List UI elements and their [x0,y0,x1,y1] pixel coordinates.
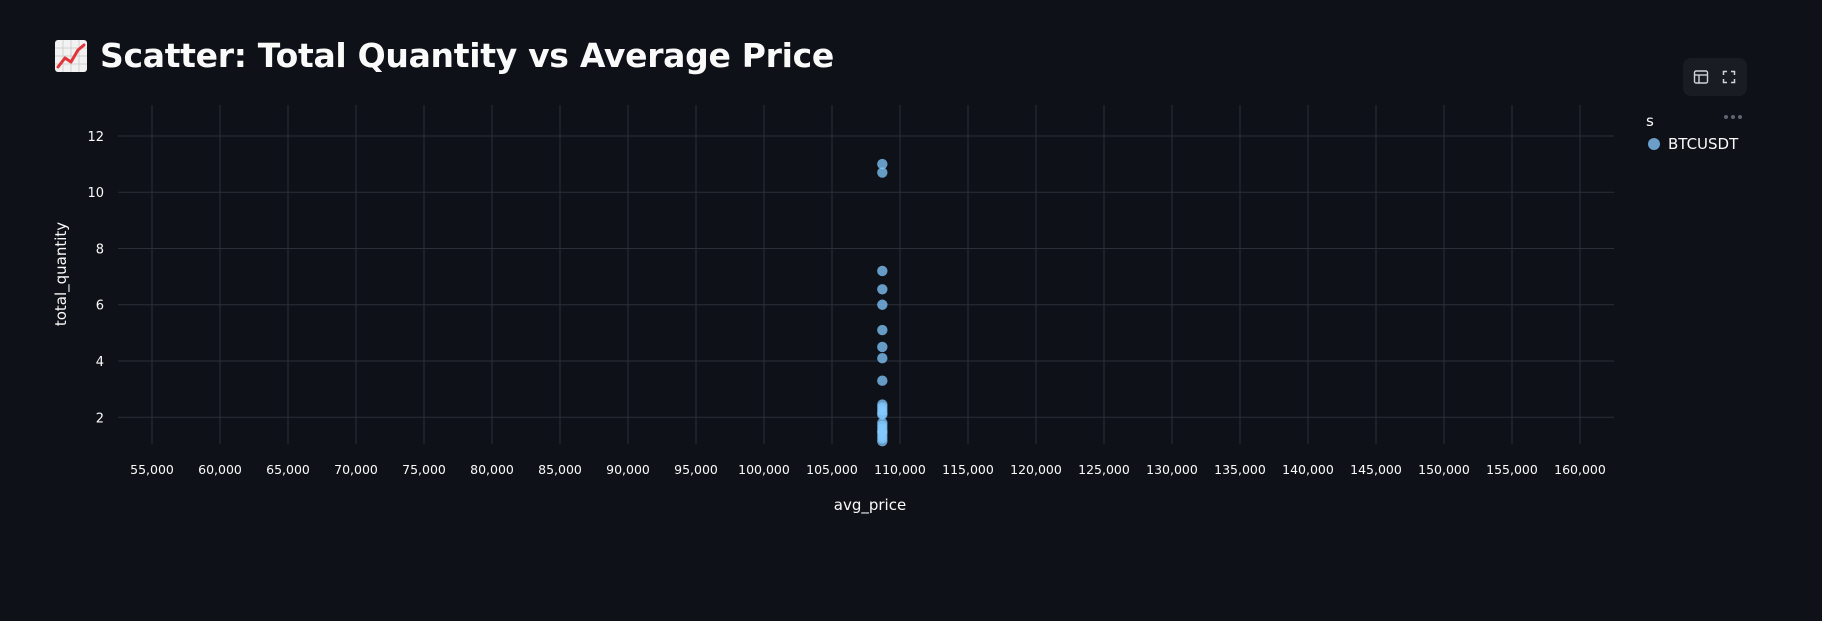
x-tick-label: 115,000 [942,462,994,477]
scatter-point[interactable] [877,352,888,364]
x-tick-label: 85,000 [538,462,582,477]
scatter-point[interactable] [877,375,888,386]
more-options-icon [1724,115,1742,119]
x-tick-label: 75,000 [402,462,446,477]
legend-title: s [1646,112,1654,130]
chart-toolbar [1683,58,1747,96]
x-tick-label: 65,000 [266,462,310,477]
scatter-point[interactable] [877,324,888,336]
x-tick-label: 135,000 [1214,462,1266,477]
x-tick-label: 145,000 [1350,462,1402,477]
chart-increasing-emoji-icon [55,39,87,72]
x-tick-label: 70,000 [334,462,378,477]
x-tick-label: 150,000 [1418,462,1470,477]
fullscreen-button[interactable] [1718,66,1740,88]
y-tick-label: 6 [96,299,104,314]
x-tick-label: 110,000 [874,462,926,477]
x-tick-label: 140,000 [1282,462,1334,477]
y-tick-label: 8 [96,242,104,257]
x-tick-label: 60,000 [198,462,242,477]
y-axis-label: total_quantity [52,222,71,326]
y-tick-label: 12 [87,130,104,145]
y-tick-label: 4 [96,355,104,370]
x-axis-label: avg_price [834,496,906,515]
x-tick-label: 100,000 [738,462,790,477]
legend-marker [1648,138,1660,150]
x-tick-label: 120,000 [1010,462,1062,477]
scatter-point[interactable] [877,435,888,447]
scatter-point[interactable] [877,409,888,420]
more-options-button[interactable] [1720,110,1746,124]
x-tick-label: 80,000 [470,462,514,477]
x-tick-label: 95,000 [674,462,718,477]
x-tick-label: 55,000 [130,462,174,477]
scatter-point[interactable] [877,158,888,170]
x-tick-label: 155,000 [1486,462,1538,477]
scatter-point[interactable] [877,284,888,295]
table-view-button[interactable] [1690,66,1712,88]
y-tick-label: 2 [96,411,104,426]
x-tick-label: 90,000 [606,462,650,477]
scatter-point[interactable] [877,341,888,353]
scatter-point[interactable] [877,299,888,310]
legend-entry-label[interactable]: BTCUSDT [1668,135,1739,153]
title-row: Scatter: Total Quantity vs Average Price [54,36,834,75]
x-tick-label: 160,000 [1554,462,1606,477]
scatter-point[interactable] [877,265,888,277]
y-tick-label: 10 [87,186,104,201]
scatter-point[interactable] [877,167,888,178]
page-title: Scatter: Total Quantity vs Average Price [100,36,834,75]
x-tick-label: 125,000 [1078,462,1130,477]
x-tick-label: 130,000 [1146,462,1198,477]
fullscreen-icon [1723,70,1736,84]
x-tick-label: 105,000 [806,462,858,477]
table-view-icon [1693,70,1708,84]
